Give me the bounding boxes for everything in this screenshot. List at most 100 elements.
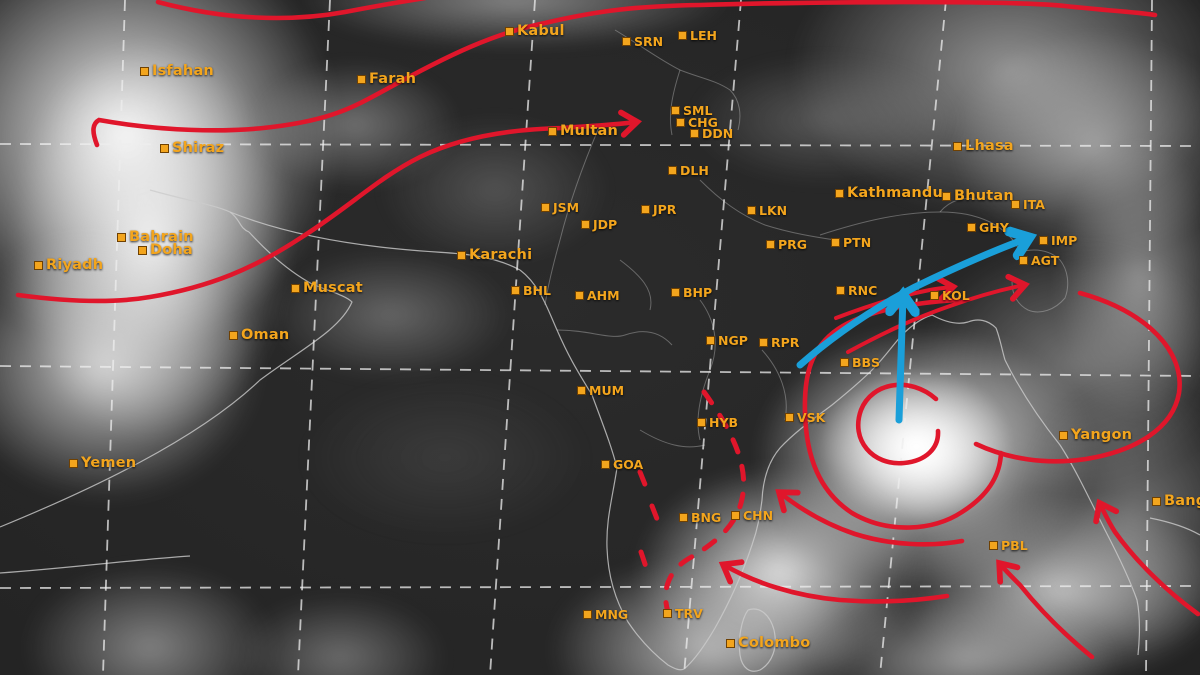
bangladesh-coastline [931,314,1006,361]
map-label-lkn: LKN [747,203,787,218]
map-label-mum: MUM [577,383,624,398]
station-marker-icon [1059,430,1068,440]
map-label-srn: SRN [622,34,663,49]
station-marker-icon [138,245,147,255]
station-label-text: CHG [688,115,718,130]
map-label-chg: CHG [676,115,718,130]
map-label-vsk: VSK [785,410,825,425]
station-label-text: DLH [680,163,709,178]
sri-lanka-coastline [738,608,776,672]
station-marker-icon [676,118,685,127]
station-marker-icon [747,206,756,215]
station-marker-icon [117,232,126,242]
graticule-meridian [489,0,536,675]
station-marker-icon [706,336,715,345]
station-label-text: Multan [560,123,618,139]
map-label-bng: BNG [679,510,721,525]
station-label-text: RPR [771,335,800,350]
monsoon-arrow-thailand [1093,498,1200,617]
station-marker-icon [1152,496,1161,506]
station-marker-icon [1019,256,1028,265]
station-marker-icon [69,458,78,468]
india-east-coastline [683,314,933,670]
station-marker-icon [575,291,584,300]
station-label-text: JPR [653,202,677,217]
station-label-text: LKN [759,203,788,218]
bengal-flow-arrow-2 [846,273,1030,354]
station-marker-icon [942,191,951,201]
himachal-border [669,69,681,136]
station-marker-icon [641,205,650,214]
graticule-meridian [102,0,126,675]
nepal-border [819,211,991,236]
upper-jet-streamline [155,0,427,21]
station-marker-icon [505,26,514,36]
station-marker-icon [663,609,672,618]
map-label-lhasa: Lhasa [953,138,1014,154]
station-marker-icon [1011,200,1020,209]
station-label-text: Riyadh [46,257,104,273]
station-marker-icon [759,338,768,347]
graticule-parallel [0,143,1200,147]
station-marker-icon [731,511,740,520]
graticule-meridian [1145,0,1153,675]
map-label-mng: MNG [583,607,628,622]
map-label-rpr: RPR [759,335,799,350]
station-label-text: Oman [241,327,290,343]
graticule-meridian [297,0,331,675]
station-label-text: Yemen [81,455,137,471]
station-marker-icon [953,141,962,151]
map-label-ddn: DDN [690,126,733,141]
map-label-ita: ITA [1011,197,1045,212]
station-label-text: LEH [690,28,717,43]
monsoon-arrow-south-2 [775,489,965,547]
station-marker-icon [967,223,976,232]
station-label-text: IMP [1051,233,1078,248]
graticule-parallel [0,585,1200,589]
map-label-pbl: PBL [989,538,1028,553]
horn-of-africa-coastline [0,555,191,574]
station-label-text: Doha [150,242,193,258]
station-marker-icon [678,31,687,40]
bengal-flow-arrow-1 [834,274,958,320]
offshore-trough-dashed [663,389,747,615]
station-label-text: Kathmandu [847,185,943,201]
offshore-trough-dashes-west [637,469,662,573]
map-label-shiraz: Shiraz [160,140,224,156]
station-marker-icon [548,126,557,136]
india-pakistan-border [544,124,601,306]
map-label-yangon: Yangon [1059,427,1132,443]
thailand-coastline [1149,517,1200,536]
station-marker-icon [511,286,520,295]
kashmir-border [614,29,741,131]
cyclone-track-curved-arrow [796,238,1028,369]
station-label-text: Isfahan [152,63,214,79]
outer-band-east-of-cyclone [973,290,1182,464]
station-label-text: Yangon [1071,427,1133,443]
station-marker-icon [679,513,688,522]
station-marker-icon [541,203,550,212]
subtropical-jet-streamline [91,0,1158,148]
station-label-text: BHL [523,283,551,298]
station-marker-icon [671,288,680,297]
station-label-text: BNG [691,510,722,525]
map-label-chn: CHN [731,508,773,523]
station-label-text: KOL [942,288,970,303]
state-border-6 [699,179,836,241]
station-marker-icon [835,188,844,198]
map-label-oman: Oman [229,327,289,343]
station-label-text: PTN [843,235,872,250]
map-label-jpr: JPR [641,202,676,217]
graticule-parallel [0,365,1200,377]
station-marker-icon [668,166,677,175]
station-label-text: Bhutan [954,188,1014,204]
station-label-text: AGT [1031,253,1060,268]
map-label-goa: GOA [601,457,643,472]
station-label-text: Lhasa [965,138,1014,154]
map-label-prg: PRG [766,237,807,252]
station-label-text: JDP [593,217,618,232]
station-label-text: MNG [595,607,629,622]
station-label-text: RNC [848,283,878,298]
